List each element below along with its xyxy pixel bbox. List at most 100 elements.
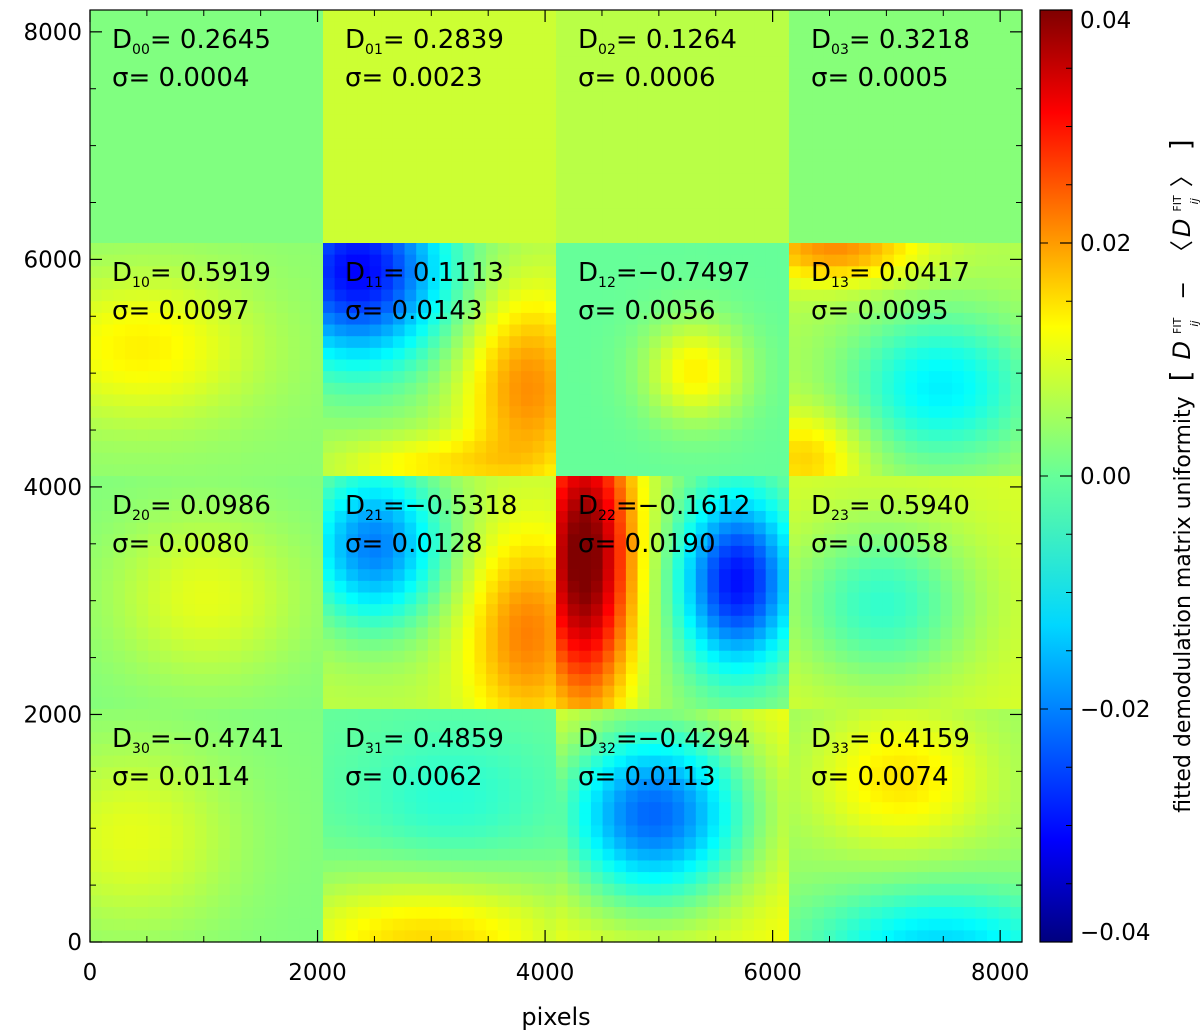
heatmap-cell <box>404 650 417 663</box>
heatmap-cell <box>963 580 976 594</box>
heatmap-cell <box>660 196 674 209</box>
heatmap-cell <box>765 196 778 209</box>
heatmap-cell <box>392 243 406 256</box>
heatmap-cell <box>684 615 697 629</box>
heatmap-cell <box>754 685 767 698</box>
heatmap-cell <box>323 615 336 629</box>
heatmap-cell <box>1010 592 1023 605</box>
heatmap-cell <box>789 336 802 349</box>
heatmap-cell <box>789 254 802 267</box>
heatmap-cell <box>404 149 417 163</box>
heatmap-cell <box>90 837 103 850</box>
heatmap-cell <box>416 534 429 547</box>
heatmap-cell <box>928 56 942 69</box>
heatmap-cell <box>486 522 499 535</box>
heatmap-cell <box>963 522 976 535</box>
heatmap-cell <box>649 476 662 489</box>
heatmap-cell <box>917 685 930 698</box>
heatmap-cell <box>917 604 930 617</box>
heatmap-cell <box>521 103 534 116</box>
heatmap-cell <box>905 208 918 221</box>
heatmap-cell <box>183 173 196 186</box>
heatmap-cell <box>474 208 487 221</box>
heatmap-cell <box>206 592 219 605</box>
heatmap-cell <box>381 522 394 535</box>
heatmap-cell <box>381 615 394 629</box>
heatmap-cell <box>451 476 464 489</box>
heatmap-cell <box>357 429 371 442</box>
heatmap-cell <box>521 476 534 489</box>
heatmap-cell <box>323 336 336 349</box>
heatmap-cell <box>835 254 848 267</box>
heatmap-cell <box>404 91 417 104</box>
heatmap-cell <box>427 114 441 128</box>
heatmap-cell <box>113 627 126 640</box>
heatmap-cell <box>800 138 813 151</box>
heatmap-cell <box>812 103 825 116</box>
heatmap-cell <box>369 452 382 465</box>
heatmap-cell <box>323 277 336 291</box>
heatmap-cell <box>241 429 254 442</box>
heatmap-cell <box>90 452 103 465</box>
heatmap-cell <box>113 860 126 873</box>
heatmap-cell <box>334 382 347 396</box>
heatmap-cell <box>183 743 196 757</box>
heatmap-cell <box>404 114 417 128</box>
heatmap-cell <box>521 464 534 477</box>
heatmap-cell <box>532 184 545 197</box>
heatmap-cell <box>124 872 138 885</box>
heatmap-cell <box>870 196 883 209</box>
heatmap-cell <box>625 10 639 23</box>
heatmap-cell <box>194 138 208 151</box>
heatmap-cell <box>474 627 487 640</box>
heatmap-cell <box>975 324 988 337</box>
heatmap-cell <box>357 685 371 698</box>
heatmap-cell <box>148 406 161 419</box>
heatmap-cell <box>404 522 417 535</box>
heatmap-cell <box>346 534 359 547</box>
heatmap-cell <box>835 429 848 442</box>
heatmap-cell <box>602 79 615 93</box>
heatmap-cell <box>148 208 161 221</box>
heatmap-cell <box>754 674 767 687</box>
heatmap-cell <box>427 336 441 349</box>
heatmap-cell <box>159 243 173 256</box>
heatmap-cell <box>218 312 231 326</box>
heatmap-cell <box>486 359 499 372</box>
heatmap-cell <box>334 126 347 139</box>
heatmap-cell <box>579 639 592 652</box>
heatmap-cell <box>148 33 161 46</box>
heatmap-cell <box>800 243 813 256</box>
heatmap-cell <box>136 336 149 349</box>
heatmap-cell <box>695 394 709 407</box>
heatmap-cell <box>684 394 697 407</box>
heatmap-cell <box>637 324 650 337</box>
heatmap-cell <box>194 639 208 652</box>
heatmap-cell <box>917 21 930 34</box>
heatmap-cell <box>439 219 452 232</box>
heatmap-cell <box>474 243 487 256</box>
heatmap-cell <box>113 266 126 279</box>
heatmap-cell <box>392 639 406 652</box>
heatmap-cell <box>497 487 510 500</box>
heatmap-cell <box>357 103 371 116</box>
heatmap-cell <box>334 161 347 174</box>
heatmap-cell <box>684 277 697 291</box>
heatmap-cell <box>299 208 312 221</box>
heatmap-cell <box>148 487 161 500</box>
heatmap-cell <box>847 44 860 58</box>
heatmap-cell <box>264 510 277 524</box>
heatmap-cell <box>835 604 848 617</box>
heatmap-cell <box>975 56 988 69</box>
heatmap-cell <box>101 685 114 698</box>
heatmap-cell <box>101 103 114 116</box>
heatmap-cell <box>264 674 277 687</box>
heatmap-cell <box>101 639 114 652</box>
heatmap-cell <box>218 510 231 524</box>
heatmap-cell <box>602 557 615 570</box>
heatmap-cell <box>288 650 301 663</box>
heatmap-cell <box>730 68 743 81</box>
heatmap-cell <box>521 685 534 698</box>
heatmap-cell <box>253 627 266 640</box>
heatmap-cell <box>206 499 219 512</box>
